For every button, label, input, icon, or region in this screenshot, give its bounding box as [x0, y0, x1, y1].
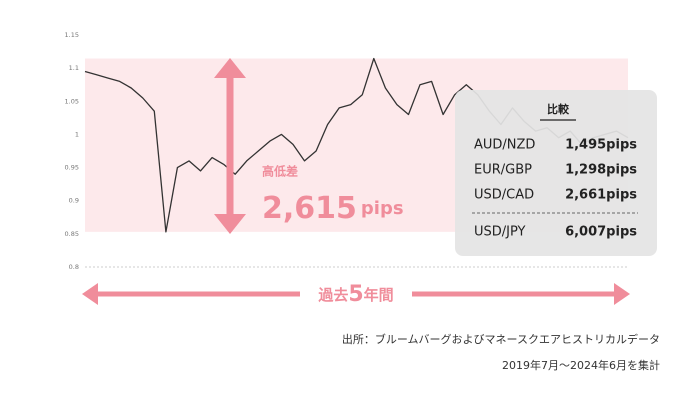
- arrow-head: [614, 283, 630, 305]
- y-tick-label: 1: [75, 130, 79, 138]
- comparison-box: [455, 90, 657, 256]
- range-value: 2,615 pips: [262, 191, 404, 226]
- period-number: 5: [348, 282, 363, 307]
- source-note: 出所：ブルームバーグおよびマネースクエアヒストリカルデータ: [342, 332, 660, 346]
- arrow-head: [214, 214, 246, 234]
- period-bg: [300, 280, 412, 308]
- range-unit: pips: [361, 198, 404, 219]
- period-label: 過去5年間: [317, 282, 393, 307]
- period-prefix: 過去: [317, 286, 348, 304]
- pair-name: EUR/GBP: [474, 163, 532, 178]
- pair-range: 1,298pips: [565, 163, 637, 178]
- range-number: 2,615: [262, 191, 357, 226]
- y-tick-label: 0.95: [65, 164, 79, 172]
- y-tick-label: 1.15: [65, 31, 79, 39]
- pair-name: USD/JPY: [474, 225, 526, 240]
- period-suffix: 年間: [364, 286, 394, 304]
- y-tick-label: 0.9: [69, 197, 79, 205]
- source-note: 2019年7月～2024年6月を集計: [502, 358, 660, 372]
- y-tick-label: 1.1: [69, 64, 79, 72]
- pair-range: 6,007pips: [565, 225, 637, 240]
- comparison-title: 比較: [547, 102, 570, 116]
- y-tick-label: 0.85: [65, 230, 79, 238]
- range-label: 高低差: [262, 164, 298, 179]
- pair-name: USD/CAD: [474, 188, 534, 203]
- arrow-head: [82, 283, 98, 305]
- y-tick-label: 1.05: [65, 97, 79, 105]
- pair-range: 1,495pips: [565, 138, 637, 153]
- pair-name: AUD/NZD: [474, 138, 535, 153]
- pair-range: 2,661pips: [565, 188, 637, 203]
- arrow-head: [214, 58, 246, 78]
- y-tick-label: 0.8: [69, 263, 79, 271]
